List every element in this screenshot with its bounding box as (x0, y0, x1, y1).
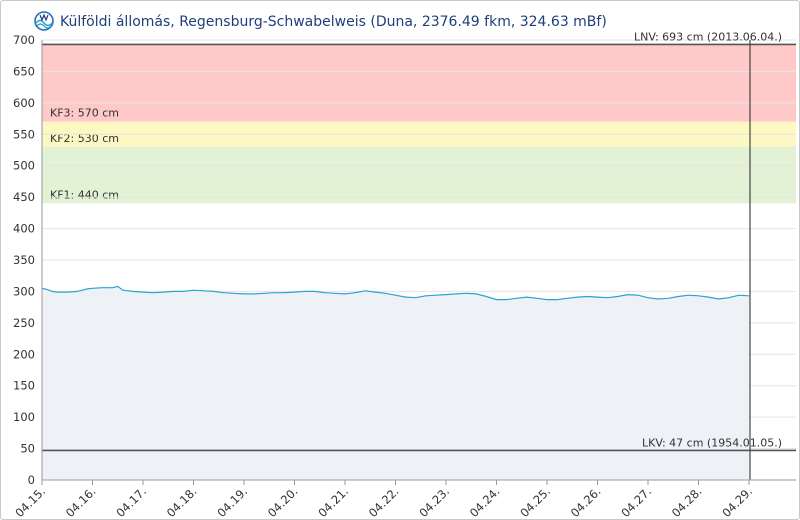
y-tick-label: 300 (13, 284, 35, 298)
x-tick-label: 04.26. (568, 484, 604, 520)
y-tick-label: 50 (20, 442, 35, 456)
y-tick-label: 700 (13, 33, 35, 47)
x-tick-label: 04.20. (265, 484, 301, 520)
y-axis: 0 50 100 150 200 250 300 350 400 450 500 550 600 650 7… (13, 33, 43, 487)
band-label: KF3: 570 cm (50, 107, 119, 120)
chart-title: Külföldi állomás, Regensburg-Schwabelwei… (60, 14, 607, 30)
data-area (41, 285, 750, 480)
reference-lines: LNV: 693 cm (2013.06.04.) LKV: 47 cm (195… (42, 30, 796, 480)
flood-level-bands: KF3: 570 cm KF2: 530 cm KF1: 440 cm (42, 44, 796, 204)
x-tick-label: 04.21. (315, 484, 351, 520)
y-tick-label: 250 (13, 316, 35, 330)
y-tick-label: 100 (13, 410, 35, 424)
band-label: KF1: 440 cm (50, 188, 119, 201)
lkv-label: LKV: 47 cm (1954.01.05.) (642, 436, 782, 449)
y-tick-label: 200 (13, 347, 35, 361)
x-tick-label: 04.22. (366, 484, 402, 520)
x-tick-label: 04.23. (416, 484, 452, 520)
x-tick-label: 04.25. (517, 484, 553, 520)
y-tick-label: 400 (13, 222, 35, 236)
band-1 (42, 44, 796, 122)
band-3 (42, 146, 796, 204)
y-tick-label: 600 (13, 96, 35, 110)
x-tick-label: 04.17. (113, 484, 149, 520)
x-tick-label: 04.16. (63, 484, 99, 520)
y-tick-label: 150 (13, 379, 35, 393)
y-tick-label: 550 (13, 127, 35, 141)
y-tick-label: 350 (13, 253, 35, 267)
x-tick-label: 04.15. (12, 484, 48, 520)
x-tick-label: 04.28. (669, 484, 705, 520)
band-label: KF2: 530 cm (50, 132, 119, 145)
y-tick-label: 650 (13, 64, 35, 78)
y-tick-label: 0 (28, 473, 35, 487)
x-axis: 04.15. 04.16. 04.17. 04.18. 04.19. 04.20. 04.2… (12, 479, 796, 520)
x-tick-label: 04.19. (214, 484, 250, 520)
x-tick-label: 04.24. (467, 484, 503, 520)
lnv-label: LNV: 693 cm (2013.06.04.) (634, 30, 782, 43)
x-tick-label: 04.27. (618, 484, 654, 520)
series-line (41, 285, 750, 301)
x-tick-label: 04.18. (164, 484, 200, 520)
series-area (42, 286, 749, 480)
y-tick-label: 450 (13, 190, 35, 204)
x-tick-label: 04.29. (719, 484, 755, 520)
station-logo-icon (34, 11, 54, 31)
y-tick-label: 500 (13, 159, 35, 173)
